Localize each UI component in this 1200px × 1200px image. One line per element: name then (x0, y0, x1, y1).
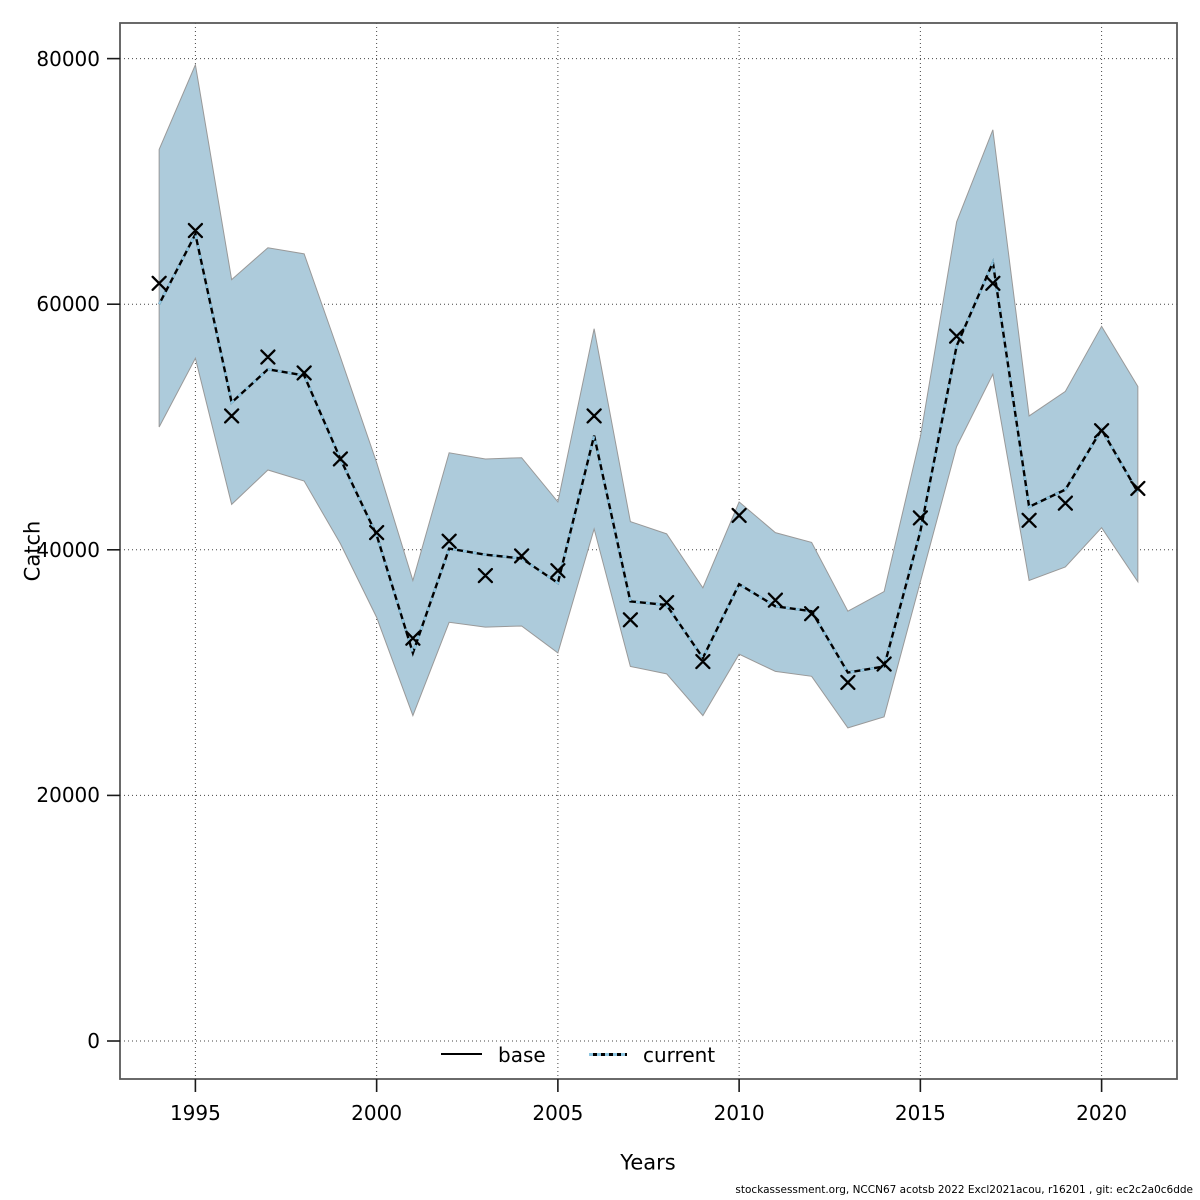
legend-base-label: base (498, 1043, 546, 1067)
x-axis-label: Years (620, 1150, 676, 1175)
y-tick-label: 40000 (36, 537, 100, 562)
y-tick-label: 80000 (36, 46, 100, 71)
y-tick-label: 20000 (36, 783, 100, 808)
y-tick-label: 0 (87, 1029, 100, 1053)
x-tick-label: 2000 (351, 1101, 403, 1125)
x-tick-label: 1995 (169, 1101, 221, 1125)
legend-current-label: current (643, 1043, 716, 1067)
legend-current-line-sample (589, 1053, 627, 1056)
observed-markers (151, 222, 1146, 691)
x-tick-label: 2005 (532, 1101, 584, 1125)
legend-base-line-sample (441, 1053, 482, 1055)
confidence-band (158, 62, 1139, 729)
plot-frame (119, 22, 1178, 1080)
current-line (158, 230, 1139, 674)
y-tick-label: 60000 (36, 292, 100, 317)
x-tick-label: 2020 (1076, 1101, 1128, 1125)
footer-citation: stockassessment.org, NCCN67 acotsb 2022 … (735, 1184, 1193, 1196)
x-tick-label: 2015 (894, 1101, 946, 1125)
x-tick-label: 2010 (713, 1101, 765, 1125)
y-axis-label: Catch (20, 520, 45, 582)
